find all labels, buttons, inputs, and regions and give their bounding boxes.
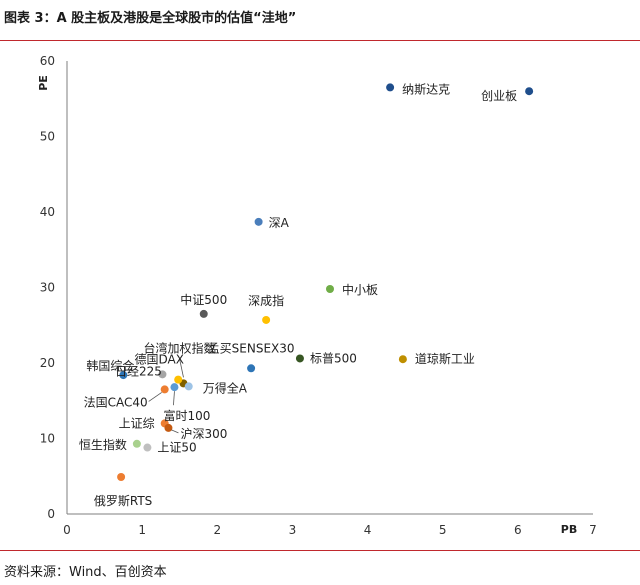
point-label: 上证50	[157, 441, 196, 455]
x-axis-ticks: 0 1 2 3 4 5 6 7	[63, 523, 597, 537]
point-label: 富时100	[163, 408, 210, 423]
point-label: 日经225	[115, 364, 162, 378]
point-label: 法国CAC40	[84, 395, 148, 409]
point-label: 万得全A	[203, 380, 248, 395]
scatter-point	[295, 354, 304, 363]
scatter-point	[398, 355, 407, 364]
scatter-point	[525, 87, 534, 96]
x-tick-label: 2	[213, 523, 221, 537]
chart-title: 图表 3：A 股主板及港股是全球股市的估值“洼地”	[4, 11, 297, 26]
source-note: 资料来源：Wind、百创资本	[4, 565, 167, 580]
scatter-point	[132, 439, 141, 448]
scatter-point	[199, 309, 208, 318]
scatter-point	[164, 423, 173, 432]
x-tick-label: 4	[364, 523, 372, 537]
point-label: 德国DAX	[134, 352, 183, 367]
scatter-point	[262, 315, 271, 324]
y-axis-label: PE	[37, 75, 50, 91]
point-label: 沪深300	[180, 427, 227, 441]
leader-line	[173, 391, 175, 406]
bottom-divider	[0, 550, 640, 551]
point-labels: 纳斯达克创业板深A 中小板中证500 深成指台湾加权指数德国DAX 孟买SENSEX3…	[79, 82, 517, 508]
label-leader-lines	[148, 358, 184, 434]
y-tick-label: 0	[47, 507, 55, 521]
x-tick-label: 1	[138, 523, 146, 537]
leader-line	[148, 392, 162, 402]
scatter-point	[119, 371, 128, 380]
y-axis-ticks: 0 10 20 30 40 50 60	[40, 54, 55, 521]
y-tick-label: 60	[40, 54, 55, 68]
point-label: 韩国综合	[86, 358, 134, 373]
point-label: 台湾加权指数	[143, 340, 215, 355]
scatter-point	[326, 285, 334, 294]
point-label: 恒生指数	[79, 437, 127, 452]
x-axis-label: PB	[561, 523, 577, 536]
point-label: 孟买SENSEX30	[208, 341, 295, 355]
point-label: 俄罗斯RTS	[94, 494, 152, 508]
x-tick-label: 0	[63, 523, 71, 537]
x-tick-label: 7	[589, 523, 597, 537]
point-label: 中证500	[180, 292, 227, 307]
scatter-point	[143, 443, 152, 452]
point-label: 标普500	[310, 351, 357, 365]
leader-line	[171, 429, 179, 434]
scatter-point	[117, 473, 126, 482]
x-tick-label: 6	[514, 523, 522, 537]
leader-line	[179, 358, 184, 378]
scatter-point	[254, 217, 263, 226]
scatter-point	[386, 83, 395, 92]
point-label: 中小板	[342, 282, 378, 297]
scatter-point	[174, 375, 183, 384]
point-label: 深A	[269, 216, 290, 230]
y-tick-label: 30	[40, 281, 55, 295]
point-label: 上证综	[119, 416, 155, 430]
point-label: 道琼斯工业	[415, 351, 475, 366]
y-tick-label: 20	[40, 356, 55, 370]
x-tick-label: 5	[439, 523, 447, 537]
scatter-point	[247, 364, 256, 373]
point-label: 深成指	[248, 293, 284, 308]
point-label: 纳斯达克	[402, 82, 450, 96]
scatter-point	[160, 385, 169, 394]
scatter-point	[170, 383, 179, 392]
y-tick-label: 10	[40, 432, 55, 446]
scatter-point	[184, 382, 193, 391]
top-divider	[0, 40, 640, 41]
scatter-points	[117, 83, 534, 482]
scatter-point	[158, 370, 167, 379]
point-label: 创业板	[481, 89, 517, 103]
x-tick-label: 3	[289, 523, 297, 537]
y-tick-label: 40	[40, 205, 55, 219]
y-tick-label: 50	[40, 130, 55, 144]
chart-axes	[66, 61, 593, 515]
